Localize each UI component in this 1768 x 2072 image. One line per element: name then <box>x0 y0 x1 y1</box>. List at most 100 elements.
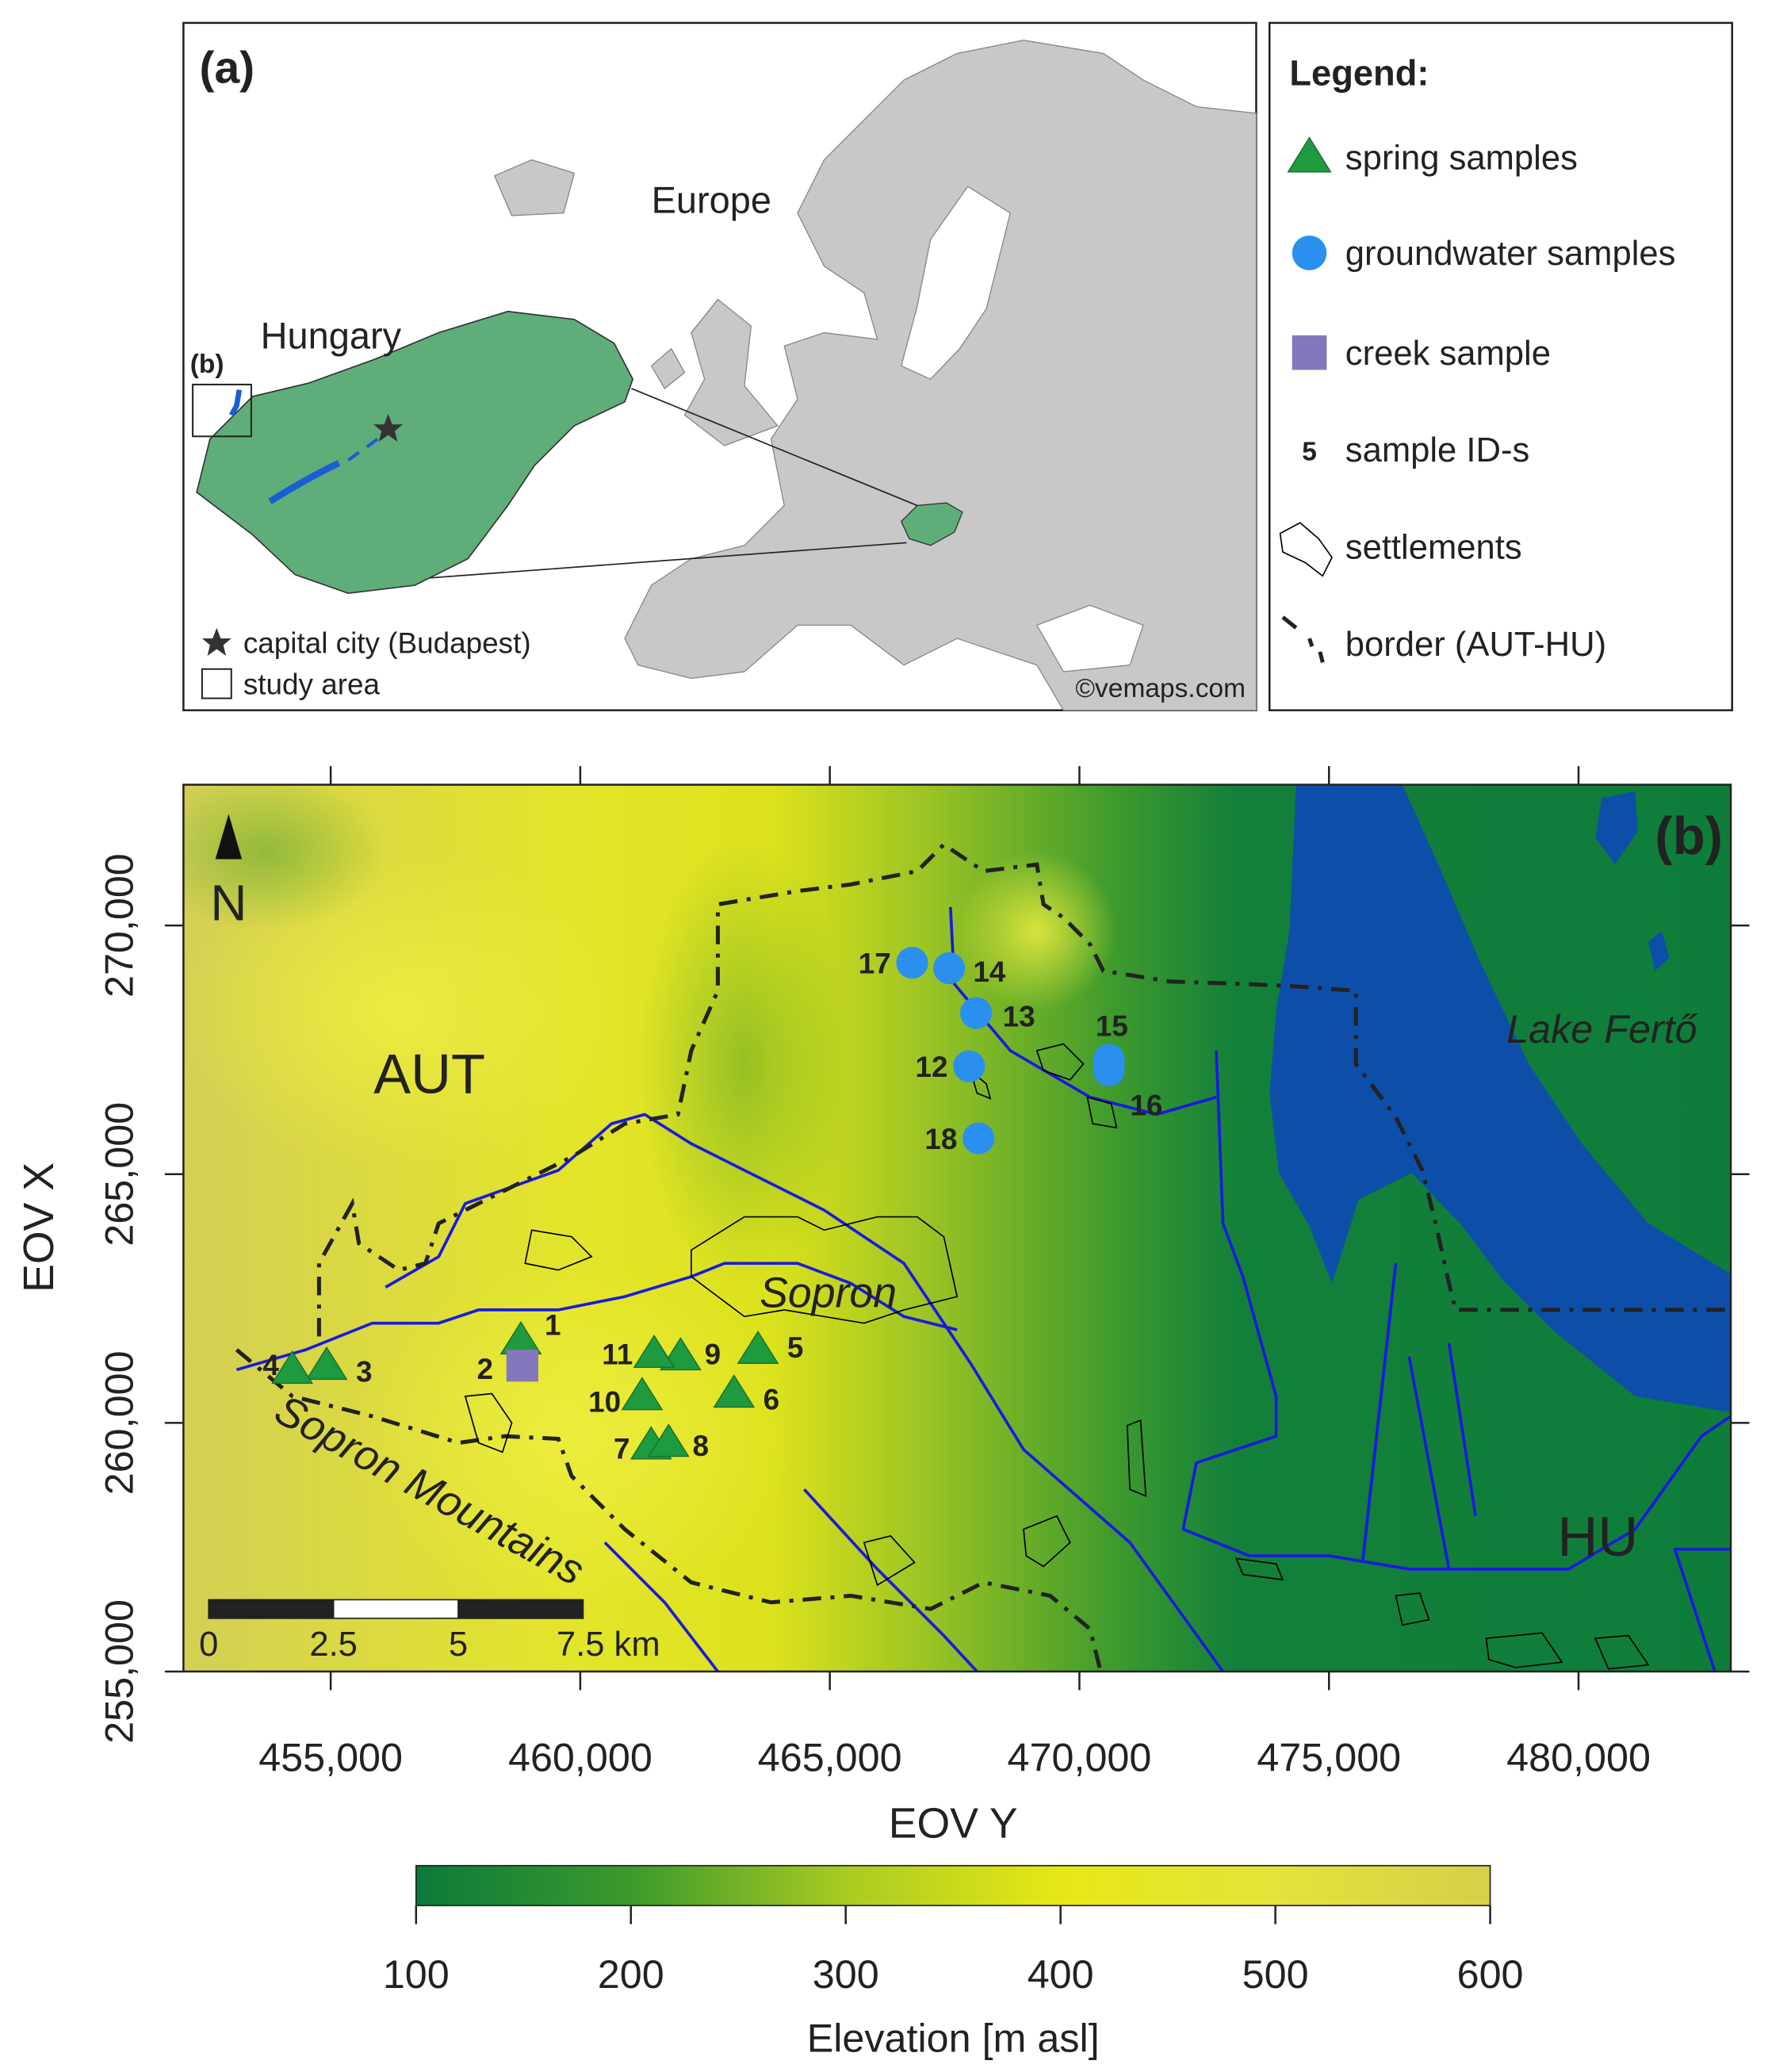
groundwater-marker <box>962 1122 995 1155</box>
settlement <box>969 1068 992 1100</box>
lake-ferto <box>1269 784 1732 1413</box>
colorbar-tick-label: 600 <box>1457 1951 1524 1997</box>
legend-frame <box>1268 21 1733 711</box>
creek-marker <box>1292 335 1327 370</box>
sample-id: 17 <box>859 948 891 980</box>
scale-label: 0 <box>199 1626 218 1664</box>
panel-label: (a) <box>200 42 255 93</box>
sample-id: 15 <box>1096 1009 1128 1042</box>
lake-ferto <box>1648 931 1670 971</box>
canal <box>1447 1342 1477 1517</box>
credit: ©vemaps.com <box>1075 674 1246 703</box>
colorbar: Elevation [m asl] 100 200 300 400 500 600 <box>383 1864 1524 2060</box>
sample-id: 2 <box>476 1353 493 1385</box>
north-arrow <box>215 814 243 860</box>
valley <box>183 784 386 932</box>
y-tick-label: 265,000 <box>97 1102 142 1247</box>
groundwater-marker <box>933 952 966 985</box>
study-area-symbol <box>201 668 232 699</box>
colorbar-tick-label: 400 <box>1028 1951 1094 1997</box>
groundwater-marker <box>960 997 993 1029</box>
legend-label: border (AUT-HU) <box>1345 626 1606 664</box>
sample-id: 16 <box>1130 1090 1162 1122</box>
panel-b: N (b) AUT HU Sopron Sopron Mountains Lak… <box>15 766 1750 1848</box>
danube <box>347 437 379 462</box>
spring-marker <box>271 1350 313 1385</box>
x-tick-label: 470,000 <box>1008 1735 1152 1780</box>
inset-label: (b) <box>190 350 224 379</box>
settlement <box>524 1229 593 1271</box>
legend-label: spring samples <box>1345 139 1578 177</box>
sample-id: 13 <box>1003 1000 1035 1032</box>
europe-seas <box>901 186 1144 672</box>
zoom-line <box>365 542 907 584</box>
settlement <box>1234 1557 1284 1581</box>
capital-symbol <box>201 627 232 656</box>
map-frame <box>182 783 1732 1673</box>
map-base <box>183 784 1732 1672</box>
stream <box>235 1262 958 1372</box>
sample-id: 6 <box>763 1383 780 1415</box>
legend-title: Legend: <box>1289 53 1429 94</box>
y-axis-label: EOV X <box>15 1162 63 1293</box>
border-symbol <box>1281 615 1325 663</box>
x-tick-label: 455,000 <box>258 1735 403 1780</box>
settlement <box>863 1535 916 1587</box>
settlement <box>1035 1043 1085 1081</box>
y-tick-label: 255,000 <box>97 1599 142 1744</box>
canal <box>1673 1547 1732 1672</box>
colorbar-label: Elevation [m asl] <box>807 2015 1100 2060</box>
scale-label: 2.5 <box>309 1626 358 1664</box>
sample-id: 5 <box>787 1331 804 1364</box>
panel-label: (b) <box>1655 806 1723 866</box>
settlement <box>1023 1515 1071 1568</box>
scale-bar: 0 2.5 5 7.5 km <box>199 1599 660 1664</box>
settlement <box>691 1216 959 1324</box>
colorbar-tick-label: 300 <box>813 1951 879 1997</box>
x-axis-label: EOV Y <box>889 1800 1018 1848</box>
sample-id: 12 <box>915 1051 947 1083</box>
legend-label: sample ID-s <box>1345 431 1529 469</box>
scale-segment <box>208 1599 335 1619</box>
spring-marker <box>621 1377 664 1411</box>
study-area-note: study area <box>243 668 381 701</box>
canal <box>1407 1356 1451 1570</box>
highland <box>957 851 1117 1011</box>
groundwater-marker <box>953 1050 985 1082</box>
lake-ferto <box>1595 791 1638 865</box>
sample-id: 10 <box>588 1386 621 1419</box>
sample-id: 3 <box>356 1355 373 1388</box>
groundwater-marker <box>896 947 928 979</box>
lake-label: Lake Fertő <box>1506 1006 1697 1051</box>
valley <box>637 837 851 1290</box>
study-area-box <box>192 383 252 438</box>
y-tick-label: 260,000 <box>97 1350 142 1495</box>
stream <box>803 1488 978 1672</box>
x-tick-label: 475,000 <box>1257 1735 1401 1780</box>
spring-marker <box>305 1346 348 1381</box>
continent-label: Europe <box>652 180 771 221</box>
settlement <box>1086 1096 1118 1129</box>
sample-id: 7 <box>614 1432 630 1465</box>
y-tick-label: 270,000 <box>97 853 142 998</box>
state-border <box>316 841 1732 1337</box>
capital-note: capital city (Budapest) <box>243 627 531 660</box>
sample-id: 9 <box>705 1338 721 1370</box>
settlement <box>1594 1634 1650 1670</box>
scale-segment <box>332 1599 459 1619</box>
spring-marker <box>1287 136 1332 173</box>
sample-id: 4 <box>262 1349 279 1381</box>
colorbar-tick-label: 500 <box>1242 1951 1309 1997</box>
x-tick-label: 480,000 <box>1506 1735 1651 1780</box>
legend-label: groundwater samples <box>1345 235 1676 273</box>
colorbar-tick-label: 100 <box>383 1951 450 1997</box>
colorbar-tick-label: 200 <box>598 1951 664 1997</box>
region-label: HU <box>1558 1505 1639 1568</box>
legend-label: settlements <box>1345 529 1522 567</box>
budapest-star <box>373 413 404 442</box>
region-label: AUT <box>373 1043 485 1105</box>
id-symbol: 5 <box>1302 437 1317 466</box>
